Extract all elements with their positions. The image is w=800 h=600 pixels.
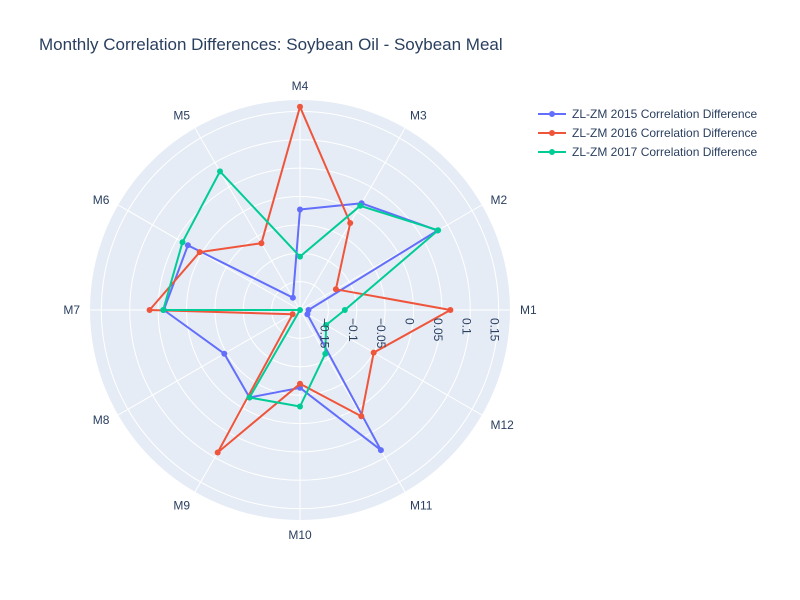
legend: ZL-ZM 2015 Correlation Difference ZL-ZM 2… xyxy=(538,107,758,159)
data-point-m6[interactable] xyxy=(184,242,191,249)
angular-grid-line xyxy=(117,204,301,311)
radial-tick-labels: −0.15 −0.1 −0.05 0 0.05 0.1 0.15 xyxy=(317,318,501,349)
data-point-m3[interactable] xyxy=(357,202,364,209)
radial-tick-label: 0.05 xyxy=(431,318,445,342)
data-point-m6[interactable] xyxy=(179,239,186,246)
data-point-m1[interactable] xyxy=(447,307,454,313)
data-point-m4[interactable] xyxy=(297,103,303,110)
angular-grid-line xyxy=(299,309,483,416)
angular-grid-line xyxy=(117,309,301,416)
data-point-m3[interactable] xyxy=(347,220,354,226)
data-point-m7[interactable] xyxy=(146,307,153,313)
chart-title: Monthly Correlation Differences: Soybean… xyxy=(39,35,503,54)
data-point-m11[interactable] xyxy=(358,413,365,420)
angular-label-m7: M7 xyxy=(63,303,80,317)
angular-grid-line xyxy=(299,309,406,493)
data-point-m5[interactable] xyxy=(258,240,265,247)
radial-tick-label: 0.15 xyxy=(488,318,502,342)
radial-tick-label: 0 xyxy=(403,318,417,325)
data-point-m5[interactable] xyxy=(289,294,296,301)
angular-label-m6: M6 xyxy=(93,193,110,207)
data-point-m10[interactable] xyxy=(297,403,303,410)
data-point-m4[interactable] xyxy=(297,253,303,260)
data-point-m8[interactable] xyxy=(289,311,296,318)
data-point-m10[interactable] xyxy=(297,380,303,387)
legend-item[interactable]: ZL-ZM 2015 Correlation Difference xyxy=(538,107,758,121)
data-point-m12[interactable] xyxy=(304,311,311,318)
data-point-m7[interactable] xyxy=(160,307,167,313)
data-point-m12[interactable] xyxy=(370,349,377,356)
angular-label-m2: M2 xyxy=(491,193,508,207)
angular-label-m8: M8 xyxy=(93,413,110,427)
radial-tick-label: −0.05 xyxy=(374,318,388,349)
data-point-m9[interactable] xyxy=(214,449,221,456)
radial-tick-label: 0.1 xyxy=(459,318,473,335)
angular-label-m12: M12 xyxy=(491,418,515,432)
data-point-m6[interactable] xyxy=(196,249,203,256)
legend-label: ZL-ZM 2016 Correlation Difference xyxy=(572,126,758,140)
radial-tick-label: −0.1 xyxy=(346,318,360,342)
legend-label: ZL-ZM 2017 Correlation Difference xyxy=(572,145,758,159)
angular-grid-line xyxy=(299,204,483,311)
angular-tick-labels: M1 M2 M3 M4 M5 M6 M7 M8 M9 M10 M11 M12 xyxy=(63,79,537,542)
data-point-m8[interactable] xyxy=(221,350,228,357)
angular-label-m4: M4 xyxy=(292,79,309,93)
series-3 xyxy=(160,168,442,410)
legend-label: ZL-ZM 2015 Correlation Difference xyxy=(572,107,758,121)
angular-grid-line xyxy=(299,127,406,311)
angular-label-m3: M3 xyxy=(410,108,427,122)
data-point-m8[interactable] xyxy=(297,307,303,313)
data-point-m2[interactable] xyxy=(332,286,339,293)
data-point-m4[interactable] xyxy=(297,206,303,213)
legend-item[interactable]: ZL-ZM 2017 Correlation Difference xyxy=(538,145,758,159)
legend-marker xyxy=(549,130,555,136)
series-layer xyxy=(146,103,454,456)
angular-label-m10: M10 xyxy=(288,528,312,542)
data-point-m5[interactable] xyxy=(217,168,223,175)
series-2 xyxy=(146,103,454,456)
angular-label-m5: M5 xyxy=(173,108,190,122)
data-point-m12[interactable] xyxy=(323,322,330,328)
legend-marker xyxy=(549,111,555,117)
data-point-m11[interactable] xyxy=(322,350,329,357)
legend-item[interactable]: ZL-ZM 2016 Correlation Difference xyxy=(538,126,758,140)
data-point-m11[interactable] xyxy=(377,447,384,454)
legend-marker xyxy=(549,149,555,155)
angular-grid-line xyxy=(194,127,301,311)
data-point-m2[interactable] xyxy=(435,227,442,234)
angular-label-m9: M9 xyxy=(173,498,190,512)
radial-tick-label: −0.15 xyxy=(317,318,331,349)
data-point-m1[interactable] xyxy=(341,307,348,313)
angular-label-m1: M1 xyxy=(520,303,537,317)
data-point-m9[interactable] xyxy=(246,394,253,401)
angular-label-m11: M11 xyxy=(410,498,433,512)
